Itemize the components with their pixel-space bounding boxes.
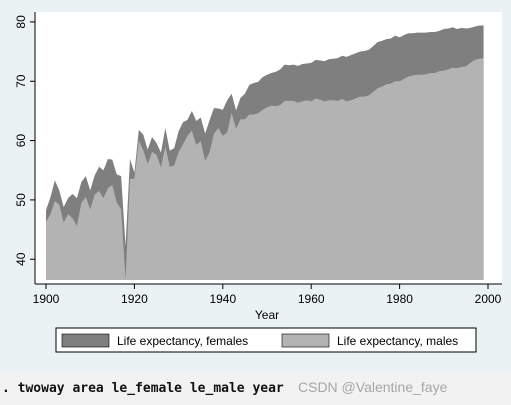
- y-tick-label: 40: [14, 252, 28, 266]
- area-series-males: [46, 58, 484, 281]
- stata-command: . twoway area le_female le_male year: [2, 381, 284, 396]
- x-tick-label: 1940: [209, 292, 236, 306]
- y-tick-label: 80: [14, 15, 28, 29]
- watermark: CSDN @Valentine_faye: [298, 379, 448, 395]
- y-tick-label: 70: [14, 74, 28, 88]
- y-tick-label: 60: [14, 134, 28, 148]
- areas-layer: [46, 25, 484, 281]
- x-tick-label: 1900: [33, 292, 60, 306]
- x-tick-label: 2000: [475, 292, 502, 306]
- axes-layer: 40 50 60 70 80 1900 1920 1940 1960 1980 2000: [14, 12, 502, 306]
- x-axis-label: Year: [255, 308, 279, 322]
- x-tick-label: 1960: [298, 292, 325, 306]
- x-tick-label: 1920: [121, 292, 148, 306]
- legend-box: [55, 327, 477, 353]
- legend-label-males: Life expectancy, males: [337, 334, 458, 348]
- graph-region: 40 50 60 70 80 1900 1920 1940 1960 1980 2000 Year …: [14, 12, 502, 353]
- x-tick-label: 1980: [386, 292, 413, 306]
- legend-swatch-males: [281, 333, 330, 348]
- legend: Life expectancy, females Life expectancy…: [55, 327, 477, 353]
- legend-label-females: Life expectancy, females: [117, 334, 248, 348]
- legend-swatch-females: [61, 333, 110, 348]
- y-tick-label: 50: [14, 193, 28, 207]
